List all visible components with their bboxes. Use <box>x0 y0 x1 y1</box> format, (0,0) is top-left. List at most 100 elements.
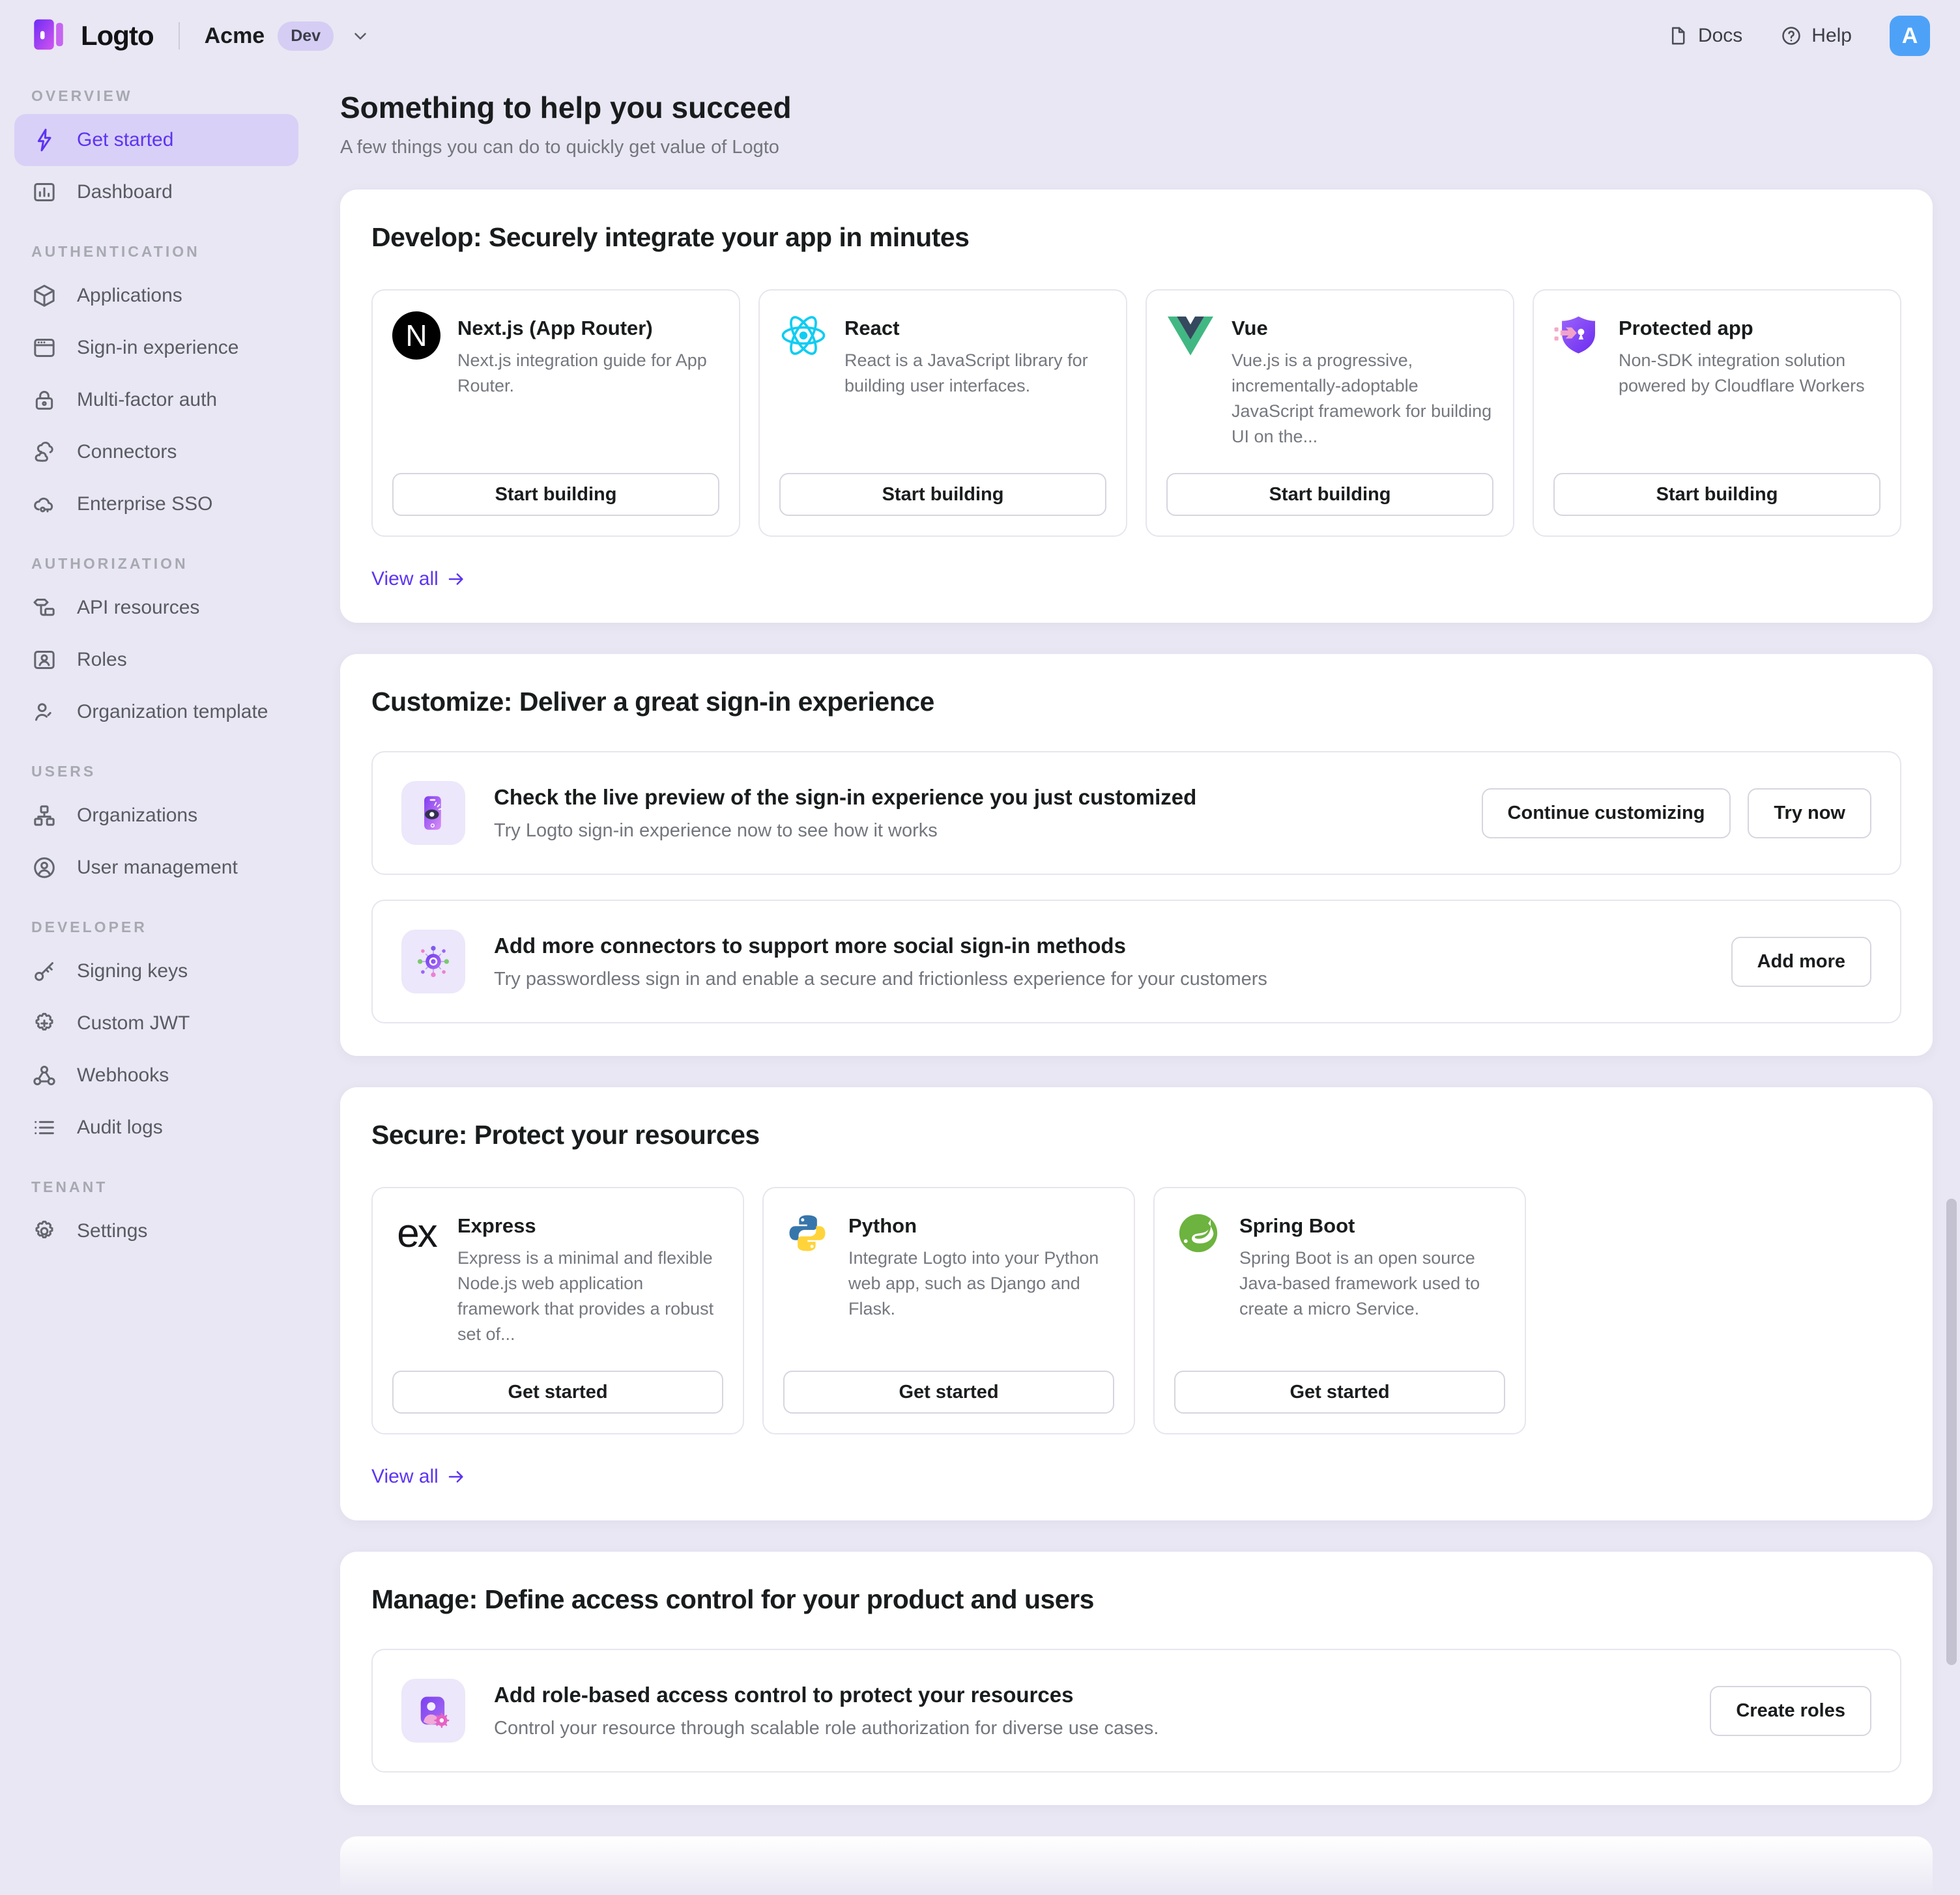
sidebar-item-label: Audit logs <box>77 1117 163 1138</box>
add-more-button[interactable]: Add more <box>1731 936 1871 987</box>
try-now-button[interactable]: Try now <box>1748 788 1871 838</box>
next-section-card-partial <box>340 1836 1933 1895</box>
sidebar-item-enterprise-sso[interactable]: Enterprise SSO <box>14 478 298 530</box>
sidebar-item-roles[interactable]: Roles <box>14 634 298 686</box>
develop-section: Develop: Securely integrate your app in … <box>340 190 1933 623</box>
sidebar-item-label: Dashboard <box>77 181 173 203</box>
docs-icon <box>1667 25 1689 47</box>
sidebar-item-label: Organization template <box>77 701 268 722</box>
tenant-name: Acme <box>204 23 265 48</box>
start-building-button[interactable]: Start building <box>1553 473 1881 516</box>
framework-title: Express <box>457 1214 536 1237</box>
get-started-button[interactable]: Get started <box>392 1371 723 1414</box>
framework-card-protected-app: Protected app Non-SDK integration soluti… <box>1533 289 1901 537</box>
framework-card-spring-boot: Spring Boot Spring Boot is an open sourc… <box>1153 1187 1526 1434</box>
sidebar-item-get-started[interactable]: Get started <box>14 114 298 166</box>
row-description: Try Logto sign-in experience now to see … <box>494 819 938 841</box>
react-logo-icon <box>779 311 828 360</box>
sidebar-item-user-management[interactable]: User management <box>14 842 298 894</box>
develop-view-all-link[interactable]: View all <box>371 568 466 590</box>
start-building-button[interactable]: Start building <box>392 473 719 516</box>
tenant-selector[interactable]: Acme Dev <box>205 21 370 51</box>
help-link[interactable]: Help <box>1780 25 1852 47</box>
page-title: Something to help you succeed <box>340 91 792 124</box>
sidebar-item-label: Custom JWT <box>77 1012 190 1034</box>
sidebar-item-applications[interactable]: Applications <box>14 270 298 322</box>
user-circle-icon <box>34 857 55 878</box>
arrow-right-icon <box>448 573 463 585</box>
cube-icon <box>34 285 55 307</box>
framework-description: Spring Boot is an open source Java-based… <box>1239 1248 1480 1318</box>
framework-description: Non-SDK integration solution powered by … <box>1619 350 1865 395</box>
sidebar-item-label: Roles <box>77 649 127 670</box>
sidebar-item-signing-keys[interactable]: Signing keys <box>14 945 298 997</box>
framework-description: React is a JavaScript library for buildi… <box>844 350 1088 395</box>
help-label: Help <box>1811 25 1852 46</box>
express-logo-icon: ex <box>397 1210 437 1256</box>
chevron-down-icon[interactable] <box>351 26 370 46</box>
framework-title: Spring Boot <box>1239 1214 1355 1237</box>
docs-link[interactable]: Docs <box>1667 25 1742 47</box>
framework-card-nextjs: N Next.js (App Router) Next.js integrati… <box>371 289 740 537</box>
framework-description: Vue.js is a progressive, incrementally-a… <box>1232 350 1492 446</box>
start-building-button[interactable]: Start building <box>779 473 1106 516</box>
sidebar-item-connectors[interactable]: Connectors <box>14 426 298 478</box>
sidebar-group-authorization: AUTHORIZATION <box>31 555 188 572</box>
secure-section: Secure: Protect your resources ex Expres… <box>340 1087 1933 1520</box>
sidebar-item-label: Applications <box>77 285 182 306</box>
sidebar-item-api-resources[interactable]: API resources <box>14 582 298 634</box>
row-title: Check the live preview of the sign-in ex… <box>494 784 1197 809</box>
person-check-icon <box>35 703 51 721</box>
clouds-icon <box>35 442 53 462</box>
sidebar-item-dashboard[interactable]: Dashboard <box>14 166 298 218</box>
sidebar-item-organization-template[interactable]: Organization template <box>14 686 298 738</box>
sidebar-item-sign-in-experience[interactable]: Sign-in experience <box>14 322 298 374</box>
protected-app-shield-icon <box>1553 311 1602 360</box>
app-header: Logto Acme Dev Docs Help A <box>0 0 1960 72</box>
bar-chart-icon <box>34 183 55 201</box>
framework-title: Vue <box>1232 317 1268 339</box>
sidebar-item-multi-factor-auth[interactable]: Multi-factor auth <box>14 374 298 426</box>
get-started-button[interactable]: Get started <box>783 1371 1114 1414</box>
rbac-user-icon <box>401 1679 465 1743</box>
add-connectors-row: Add more connectors to support more soci… <box>371 900 1901 1023</box>
row-title: Add role-based access control to protect… <box>494 1682 1074 1707</box>
sidebar-item-label: Connectors <box>77 441 177 463</box>
framework-description: Express is a minimal and flexible Node.j… <box>457 1248 714 1344</box>
sidebar-item-label: Enterprise SSO <box>77 493 213 515</box>
sidebar-item-audit-logs[interactable]: Audit logs <box>14 1102 298 1154</box>
sidebar-item-custom-jwt[interactable]: Custom JWT <box>14 997 298 1049</box>
cloud-key-icon <box>34 497 53 513</box>
sidebar-group-tenant: TENANT <box>31 1178 108 1195</box>
spring-boot-logo-icon <box>1174 1209 1222 1257</box>
sidebar-item-webhooks[interactable]: Webhooks <box>14 1049 298 1102</box>
sidebar-item-label: User management <box>77 857 238 878</box>
webhook-icon <box>33 1065 55 1085</box>
brand-name: Logto <box>81 20 154 51</box>
customize-heading: Customize: Deliver a great sign-in exper… <box>371 687 934 717</box>
key-icon <box>35 962 53 981</box>
rbac-row: Add role-based access control to protect… <box>371 1649 1901 1773</box>
python-logo-icon <box>783 1209 831 1257</box>
sidebar-item-label: Signing keys <box>77 960 188 982</box>
secure-heading: Secure: Protect your resources <box>371 1120 760 1150</box>
row-description: Control your resource through scalable r… <box>494 1717 1159 1739</box>
start-building-button[interactable]: Start building <box>1166 473 1493 516</box>
sidebar-item-organizations[interactable]: Organizations <box>14 790 298 842</box>
user-avatar[interactable]: A <box>1890 16 1930 56</box>
continue-customizing-button[interactable]: Continue customizing <box>1481 788 1731 838</box>
sidebar-item-label: Multi-factor auth <box>77 389 218 410</box>
sidebar-group-users: USERS <box>31 763 96 780</box>
sidebar-item-settings[interactable]: Settings <box>14 1205 298 1257</box>
vertical-scrollbar[interactable] <box>1946 1199 1957 1665</box>
secure-view-all-link[interactable]: View all <box>371 1466 466 1488</box>
view-all-label: View all <box>371 568 439 590</box>
lightning-icon <box>37 128 51 152</box>
help-icon <box>1780 25 1802 47</box>
sidebar: OVERVIEW Get started Dashboard AUTHENTIC… <box>0 72 313 1257</box>
get-started-button[interactable]: Get started <box>1174 1371 1505 1414</box>
create-roles-button[interactable]: Create roles <box>1710 1685 1871 1736</box>
arrow-right-icon <box>448 1471 463 1483</box>
lock-icon <box>35 391 53 410</box>
sidebar-item-label: Organizations <box>77 805 198 826</box>
